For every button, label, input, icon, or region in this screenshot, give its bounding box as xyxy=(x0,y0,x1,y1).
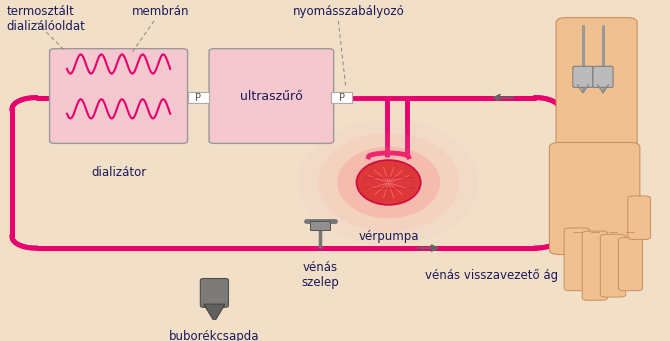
FancyBboxPatch shape xyxy=(188,92,209,103)
FancyBboxPatch shape xyxy=(209,49,334,144)
Ellipse shape xyxy=(337,147,440,218)
Text: nyomásszabályozó: nyomásszabályozó xyxy=(293,5,404,18)
Text: ultraszűrő: ultraszűrő xyxy=(240,90,303,103)
Text: membrán: membrán xyxy=(132,5,190,18)
Text: vénás visszavezető ág: vénás visszavezető ág xyxy=(425,269,559,282)
FancyBboxPatch shape xyxy=(593,66,613,87)
FancyBboxPatch shape xyxy=(573,66,593,87)
FancyBboxPatch shape xyxy=(582,231,608,300)
Ellipse shape xyxy=(356,160,421,205)
Ellipse shape xyxy=(318,133,460,232)
Text: termosztált
dializálóoldat: termosztált dializálóoldat xyxy=(7,5,86,33)
FancyBboxPatch shape xyxy=(50,49,188,144)
Text: P: P xyxy=(339,93,344,103)
FancyBboxPatch shape xyxy=(600,234,626,297)
Text: buborékcsapda: buborékcsapda xyxy=(169,330,260,341)
FancyBboxPatch shape xyxy=(556,18,637,213)
Text: P: P xyxy=(196,93,201,103)
Text: vénás
szelep: vénás szelep xyxy=(302,261,339,289)
FancyBboxPatch shape xyxy=(564,228,590,291)
Text: dializátor: dializátor xyxy=(91,166,146,179)
FancyBboxPatch shape xyxy=(618,238,643,291)
FancyBboxPatch shape xyxy=(200,279,228,307)
FancyBboxPatch shape xyxy=(628,196,651,239)
Ellipse shape xyxy=(356,160,421,205)
Polygon shape xyxy=(204,304,225,322)
Text: vérpumpa: vérpumpa xyxy=(358,231,419,243)
FancyBboxPatch shape xyxy=(549,143,640,254)
FancyBboxPatch shape xyxy=(331,92,352,103)
FancyBboxPatch shape xyxy=(310,221,330,230)
Ellipse shape xyxy=(299,120,478,245)
